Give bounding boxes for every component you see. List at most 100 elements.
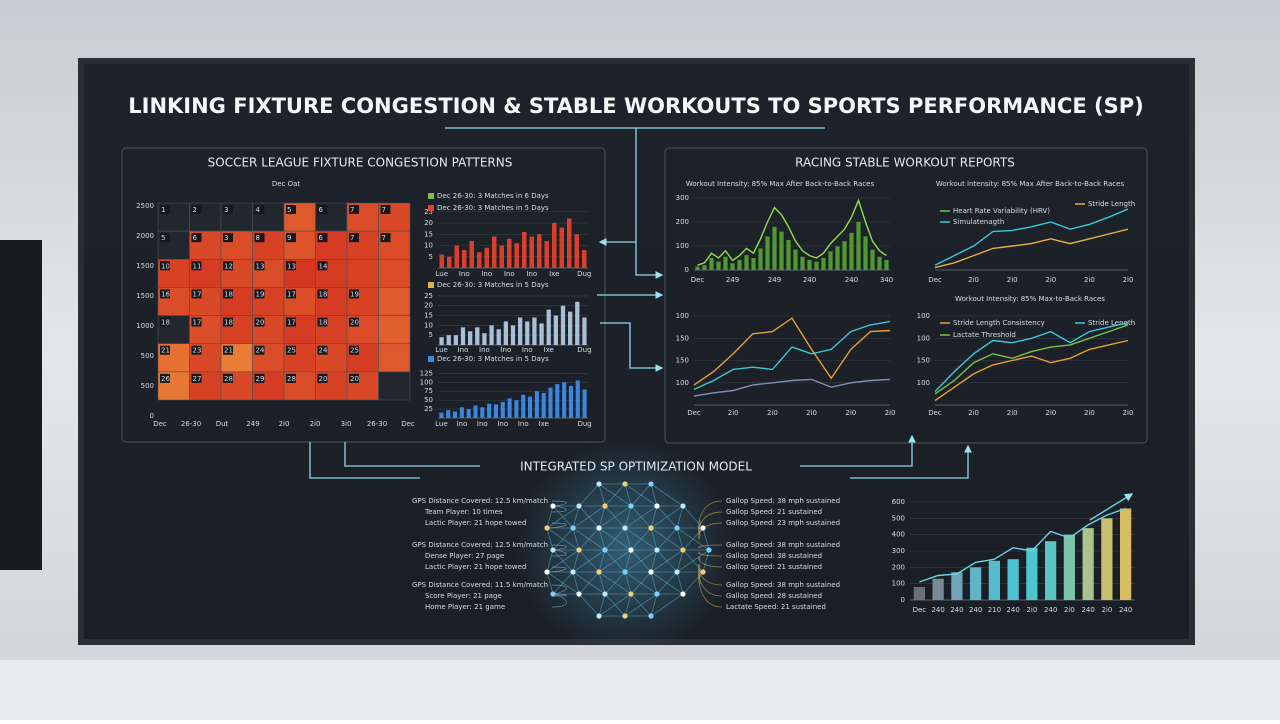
y-tick-label: 1000 <box>136 322 154 330</box>
y-tick-label: 150 <box>676 357 689 365</box>
cell-label: 6 <box>193 234 198 242</box>
cell-label: 20 <box>350 319 359 327</box>
y-tick-label: 500 <box>141 352 154 360</box>
cell-label-bg <box>380 233 391 243</box>
bar <box>482 333 487 345</box>
connector <box>800 434 916 467</box>
network-node <box>648 613 654 619</box>
network-node <box>680 503 686 509</box>
network-node <box>602 547 608 553</box>
bar <box>1082 528 1094 600</box>
legend-swatch <box>428 193 434 199</box>
bar <box>574 234 579 268</box>
cell-label-bg <box>317 289 328 299</box>
bar <box>537 234 542 268</box>
bar <box>568 311 573 345</box>
heat-cell <box>378 258 411 288</box>
cell-label: 7 <box>350 234 354 242</box>
network-link <box>650 527 658 551</box>
heat-cell <box>378 343 411 373</box>
network-link <box>604 571 626 595</box>
network-link <box>650 571 658 595</box>
bar <box>507 398 512 418</box>
y-tick-label: 15 <box>424 312 433 320</box>
model-label: Gallop Speed: 21 sustained <box>726 563 822 571</box>
cell-label: 20 <box>319 375 328 383</box>
x-tick-label: Ino <box>479 346 490 354</box>
bar <box>884 259 889 270</box>
network-link <box>578 593 600 617</box>
network-link <box>656 527 678 551</box>
x-tick-label: Ino <box>518 420 529 428</box>
bar <box>546 309 551 345</box>
y-tick-label: 10 <box>424 321 433 329</box>
cell-label-bg <box>254 233 265 243</box>
x-tick-label: Dut <box>216 420 229 428</box>
network-node <box>570 525 576 531</box>
cell-label: 25 <box>287 347 296 355</box>
cell-label: 14 <box>319 262 328 270</box>
x-tick-label: Ino <box>458 346 469 354</box>
y-tick-label: 0 <box>901 596 905 604</box>
y-tick-label: 5 <box>429 331 433 339</box>
cell-label: 28 <box>224 375 233 383</box>
bar <box>751 258 756 270</box>
x-tick-label: 240 <box>931 606 944 614</box>
cell-label-bg <box>286 261 296 271</box>
x-tick-label: 2i0 <box>767 409 778 417</box>
cell-label: 17 <box>287 319 296 327</box>
floor <box>0 660 1280 720</box>
line-series <box>693 317 891 386</box>
network-link <box>702 549 710 573</box>
line-series <box>697 198 887 266</box>
network-link <box>578 527 600 551</box>
chart-title: Workout Intensity: 85% Max-to-Back Races <box>955 295 1105 303</box>
model-label: Dense Player: 27 page <box>425 552 504 560</box>
cell-label: 3 <box>224 206 228 214</box>
cell-label: 29 <box>256 375 265 383</box>
bar <box>544 241 549 268</box>
network-node <box>700 569 706 575</box>
cell-label-bg <box>191 233 202 243</box>
y-tick-label: 15 <box>424 230 433 238</box>
cell-label-bg <box>223 345 233 355</box>
x-tick-label: Ixe <box>544 346 554 354</box>
cell-label: 2 <box>193 206 197 214</box>
cell-label-bg <box>223 205 233 214</box>
y-tick-label: 400 <box>892 531 905 539</box>
x-tick-label: Ino <box>477 420 488 428</box>
network-link <box>630 527 652 551</box>
x-tick-label: 2i0 <box>806 409 817 417</box>
legend-label: Simulatenagth <box>953 218 1004 226</box>
cell-label: 17 <box>193 319 202 327</box>
line-series <box>693 378 891 397</box>
network-link <box>676 505 684 529</box>
legend-swatch <box>428 282 434 288</box>
x-tick-label: 2i0 <box>1026 606 1037 614</box>
x-tick-label: 340 <box>880 276 893 284</box>
y-tick-label: 200 <box>676 218 689 226</box>
cell-label: 6 <box>319 206 324 214</box>
network-link <box>598 549 632 573</box>
model-label: Gallop Speed: 38 mph sustained <box>726 541 840 549</box>
connectors <box>309 127 972 479</box>
x-tick-label: 2i0 <box>1064 606 1075 614</box>
bar <box>553 315 558 345</box>
network-link <box>598 549 606 573</box>
x-tick-label: 240 <box>845 276 858 284</box>
bar <box>793 249 798 270</box>
network-node <box>570 569 576 575</box>
legend-label: Dec 26-30: 3 Matches in 5 Days <box>437 281 549 289</box>
bar <box>560 305 566 345</box>
x-tick-label: Dec <box>928 276 942 284</box>
cell-label-bg <box>286 317 296 327</box>
line-series <box>934 322 1129 393</box>
network-link <box>650 593 658 617</box>
model-label: Lactate Speed: 21 sustained <box>726 603 826 611</box>
x-tick-label: 2i0 <box>1007 276 1018 284</box>
bar <box>446 410 451 418</box>
chart-title: Workout Intensity: 85% Max After Back-to… <box>936 180 1125 188</box>
network-link <box>546 549 580 573</box>
x-tick-label: Lue <box>435 270 448 278</box>
network-link <box>650 483 684 507</box>
